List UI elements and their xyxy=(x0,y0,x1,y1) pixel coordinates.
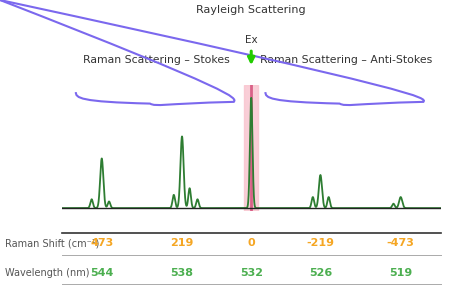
Text: Raman Scattering – Stokes: Raman Scattering – Stokes xyxy=(83,55,230,65)
Text: 219: 219 xyxy=(170,238,194,248)
Text: 544: 544 xyxy=(90,268,113,278)
Text: -473: -473 xyxy=(387,238,415,248)
Text: Raman Scattering – Anti-Stokes: Raman Scattering – Anti-Stokes xyxy=(260,55,432,65)
Text: -219: -219 xyxy=(306,238,335,248)
Text: Rayleigh Scattering: Rayleigh Scattering xyxy=(196,5,306,14)
Text: 519: 519 xyxy=(389,268,412,278)
Text: Raman Shift (cm⁻¹): Raman Shift (cm⁻¹) xyxy=(5,238,99,248)
Text: Wavelength (nm): Wavelength (nm) xyxy=(5,268,89,278)
Text: 473: 473 xyxy=(90,238,113,248)
Text: 532: 532 xyxy=(240,268,263,278)
Text: Ex: Ex xyxy=(245,35,257,45)
Text: 526: 526 xyxy=(309,268,332,278)
Bar xyxy=(244,85,258,211)
Text: 538: 538 xyxy=(171,268,193,278)
Text: 0: 0 xyxy=(247,238,255,248)
